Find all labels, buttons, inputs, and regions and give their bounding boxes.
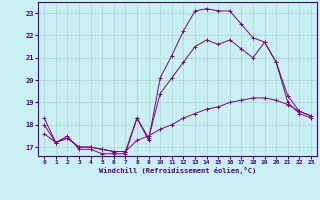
X-axis label: Windchill (Refroidissement éolien,°C): Windchill (Refroidissement éolien,°C) bbox=[99, 167, 256, 174]
